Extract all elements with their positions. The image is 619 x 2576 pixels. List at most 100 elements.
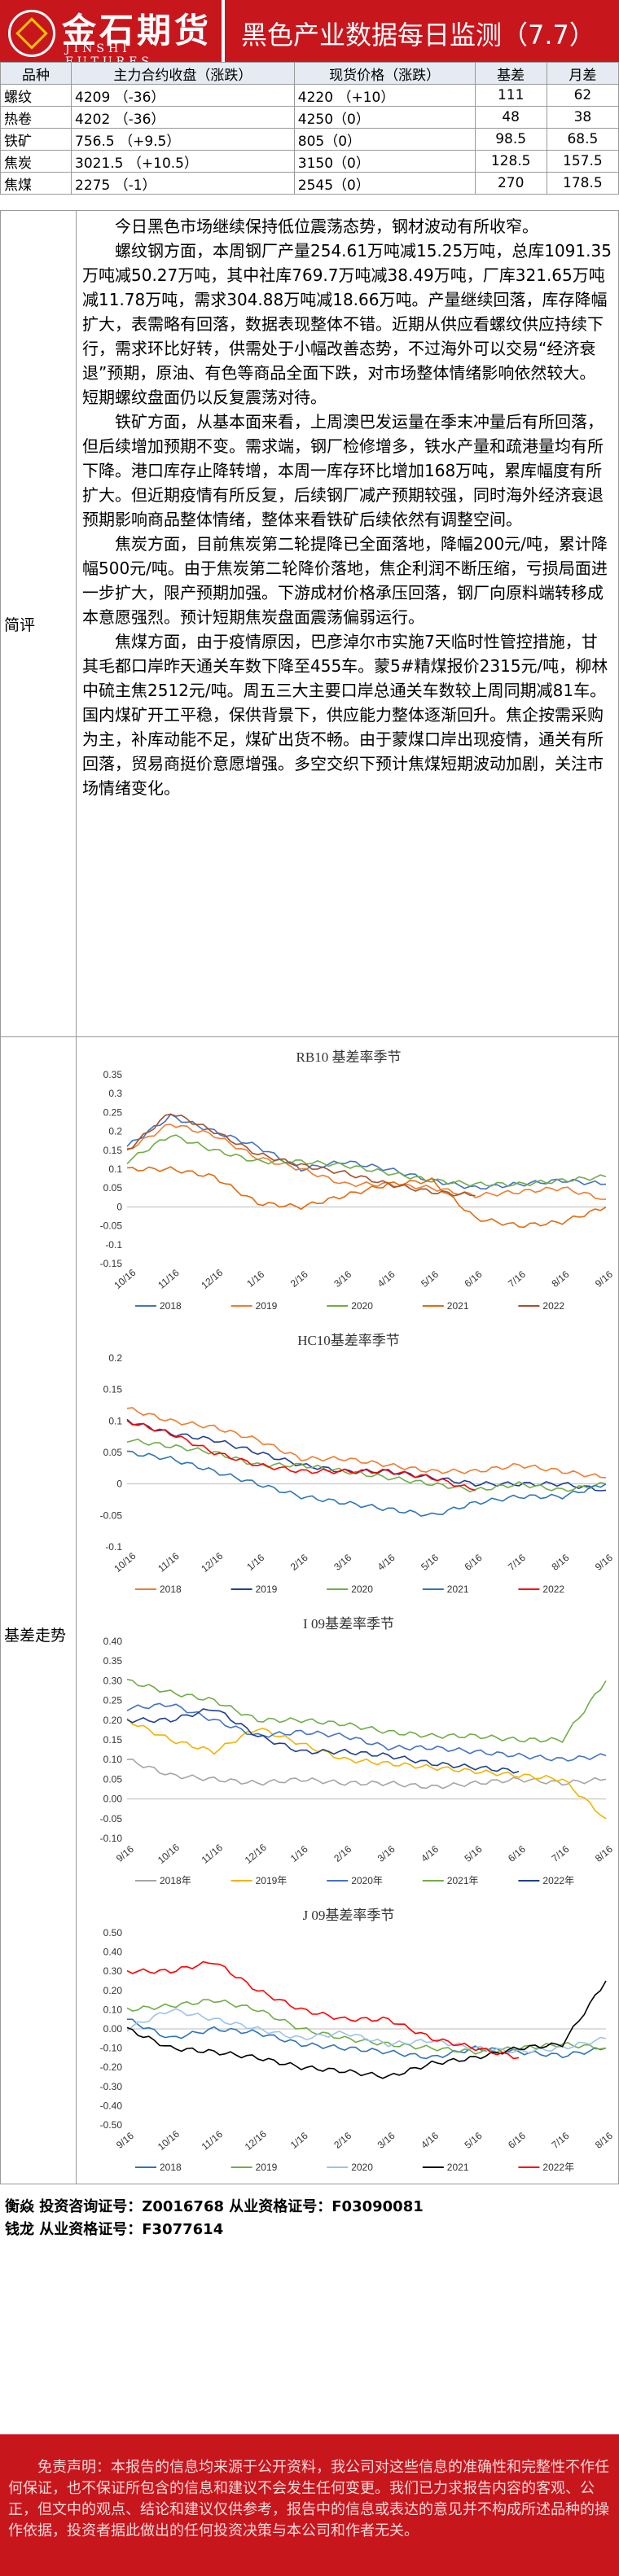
x-tick-label: 9/16 — [593, 1552, 615, 1573]
legend-label: 2019年 — [256, 1875, 288, 1886]
series-line — [126, 2008, 607, 2054]
y-tick-label: 0.15 — [103, 1384, 123, 1395]
spot-price: 805（0） — [293, 128, 476, 151]
x-tick-label: 3/16 — [331, 1268, 353, 1290]
spot-price: 4220 （+10） — [293, 84, 476, 107]
x-tick-label: 7/16 — [550, 2130, 572, 2151]
y-tick-label: 0.00 — [103, 2023, 123, 2035]
series-line — [126, 1960, 520, 2060]
analyst-info: 衡焱 投资咨询证号：Z0016768 从业资格证号：F03090081 钱龙 从… — [0, 2188, 619, 2286]
x-tick-label: 6/16 — [506, 2130, 528, 2151]
table-row: 铁矿 756.5 （+9.5） 805（0） 98.5 68.5 — [0, 128, 619, 151]
legend-label: 2021年 — [447, 1875, 479, 1886]
x-tick-label: 11/16 — [156, 1550, 182, 1575]
commentary-text: 今日黑色市场继续保持低位震荡态势，钢材波动有所收窄。 螺纹钢方面，本周钢厂产量2… — [82, 214, 612, 800]
x-tick-label: 6/16 — [463, 1268, 485, 1290]
spread-value: 178.5 — [546, 172, 619, 195]
commodity-name: 螺纹 — [0, 84, 72, 107]
chart-title: RB10 基差率季节 — [296, 1049, 402, 1065]
y-tick-label: 0 — [116, 1479, 122, 1490]
spot-price: 4250（0） — [293, 106, 476, 129]
x-tick-label: 6/16 — [463, 1552, 485, 1573]
commodity-name: 热卷 — [0, 106, 72, 129]
series-line — [126, 1758, 607, 1790]
y-tick-label: 0.00 — [103, 1794, 123, 1805]
report-title: 黑色产业数据每日监测（7.7） — [241, 20, 595, 50]
section-divider — [76, 211, 77, 1036]
x-tick-label: 10/16 — [156, 2128, 182, 2153]
legend-label: 2022年 — [542, 2162, 574, 2173]
x-tick-label: 9/16 — [593, 1268, 615, 1290]
y-tick-label: 0.3 — [108, 1088, 122, 1099]
commentary-label: 简评 — [4, 616, 36, 634]
table-header-row: 品种 主力合约收盘（涨跌） 现货价格（涨跌） 基差 月差 — [0, 62, 619, 85]
y-tick-label: 0.10 — [103, 1754, 123, 1765]
legend-label: 2021 — [447, 2162, 469, 2173]
x-tick-label: 1/16 — [288, 2130, 310, 2151]
y-tick-label: -0.05 — [100, 1220, 123, 1232]
x-tick-label: 7/16 — [550, 1843, 572, 1864]
y-tick-label: 0.15 — [103, 1145, 123, 1156]
x-tick-label: 8/16 — [593, 1843, 615, 1864]
y-tick-label: -0.40 — [100, 2100, 123, 2111]
basis-value: 111 — [474, 84, 547, 107]
x-tick-label: 1/16 — [244, 1268, 266, 1290]
x-tick-label: 4/16 — [419, 2130, 441, 2151]
logo-chinese-name: 金石期货 — [62, 11, 213, 50]
close-price: 3021.5 （+10.5） — [71, 150, 295, 173]
y-tick-label: 0.30 — [103, 1965, 123, 1977]
legend-label: 2022 — [542, 1584, 564, 1595]
legend-label: 2021 — [447, 1584, 469, 1595]
x-tick-label: 5/16 — [419, 1552, 441, 1573]
basis-value: 128.5 — [474, 150, 547, 173]
series-line — [126, 1980, 607, 2079]
y-tick-label: 0.25 — [103, 1106, 123, 1118]
x-tick-label: 12/16 — [243, 1842, 269, 1866]
y-tick-label: -0.50 — [100, 2119, 123, 2131]
analyst-line: 钱龙 从业资格证号：F3077614 — [5, 2221, 224, 2238]
series-line — [126, 1113, 607, 1190]
series-line — [126, 1420, 476, 1492]
chart-title: I 09基差率季节 — [303, 1616, 394, 1632]
legend-label: 2019 — [256, 2162, 278, 2173]
legend-label: 2018 — [160, 1300, 182, 1312]
close-price: 4202 （-36） — [71, 106, 295, 129]
close-price: 4209 （-36） — [71, 84, 295, 107]
spread-value: 38 — [546, 106, 619, 129]
basis-label: 基差走势 — [4, 1627, 67, 1645]
spot-price: 3150（0） — [293, 150, 476, 173]
rb10-basis-chart: RB10 基差率季节 0.35 0.3 0.25 0.2 0.15 0.1 0.05 0 -0.0… — [100, 1049, 615, 1312]
legend-label: 2022 — [542, 1300, 564, 1312]
x-tick-label: 2/16 — [331, 1843, 353, 1864]
x-tick-label: 11/16 — [200, 1842, 226, 1866]
y-tick-label: 0.40 — [103, 1947, 123, 1958]
y-tick-label: -0.15 — [100, 1258, 123, 1269]
legend-label: 2018年 — [160, 1875, 191, 1886]
commodity-name: 焦煤 — [0, 172, 72, 195]
y-tick-label: 0.05 — [103, 1182, 123, 1194]
column-header: 现货价格（涨跌） — [293, 62, 476, 85]
spread-value: 62 — [546, 84, 619, 107]
y-tick-label: 0.05 — [103, 1773, 123, 1785]
y-tick-label: 0.25 — [103, 1695, 123, 1706]
table-row: 焦炭 3021.5 （+10.5） 3150（0） 128.5 157.5 — [0, 150, 619, 173]
section-divider — [76, 1037, 77, 2184]
y-tick-label: 0.2 — [108, 1126, 122, 1137]
y-tick-label: 0.05 — [103, 1447, 123, 1458]
series-line — [126, 1407, 607, 1479]
x-tick-label: 3/16 — [331, 1552, 353, 1573]
x-tick-label: 8/16 — [550, 1552, 572, 1573]
x-tick-label: 6/16 — [506, 1843, 528, 1864]
series-line — [126, 1418, 607, 1492]
chart-title: HC10基差率季节 — [297, 1333, 400, 1348]
legend-label: 2020 — [351, 1300, 373, 1312]
x-tick-label: 12/16 — [199, 1550, 225, 1575]
commentary-paragraph: 今日黑色市场继续保持低位震荡态势，钢材波动有所收窄。 — [115, 217, 538, 236]
x-tick-label: 2/16 — [288, 1552, 310, 1573]
y-tick-label: 0.40 — [103, 1636, 123, 1647]
x-tick-label: 8/16 — [550, 1268, 572, 1290]
series-line — [126, 1450, 607, 1517]
series-line — [126, 2018, 607, 2060]
y-tick-label: 0.50 — [103, 1927, 123, 1939]
series-line — [126, 1438, 607, 1493]
